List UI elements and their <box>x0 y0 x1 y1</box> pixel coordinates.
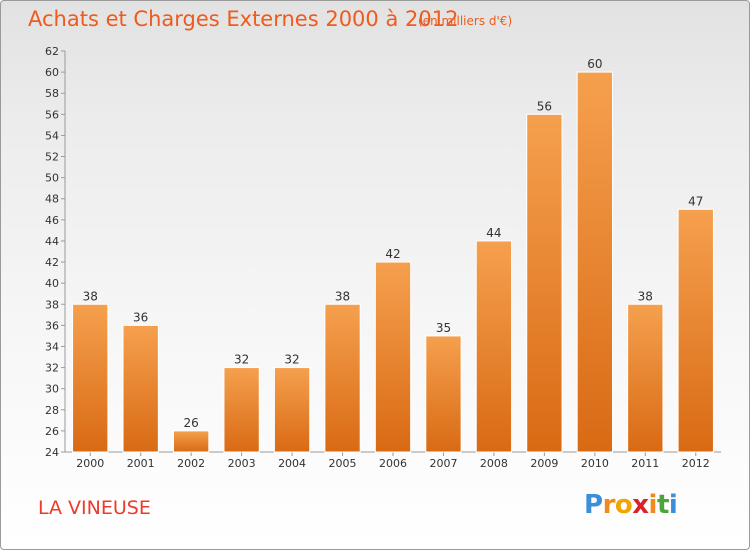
logo-letter: x <box>632 490 649 520</box>
y-tick-label: 60 <box>45 66 59 79</box>
data-labels: 38 36 26 32 32 38 42 35 44 56 60 38 47 <box>83 57 704 430</box>
y-tick-label: 42 <box>45 256 59 269</box>
data-label-2002: 26 <box>184 416 199 430</box>
commune-name: LA VINEUSE <box>38 497 151 519</box>
y-tick-label: 24 <box>45 446 59 459</box>
y-tick-label: 36 <box>45 319 59 332</box>
x-tick-label: 2004 <box>278 457 306 470</box>
x-tick-label: 2007 <box>429 457 457 470</box>
x-tick-label: 2012 <box>682 457 710 470</box>
bar-2003 <box>223 367 260 453</box>
data-label-2006: 42 <box>385 247 400 261</box>
x-tick-label: 2008 <box>480 457 508 470</box>
y-tick-label: 62 <box>45 45 59 58</box>
bars <box>72 71 714 453</box>
bar-2001 <box>122 324 159 453</box>
chart-title: Achats et Charges Externes 2000 à 2012 <box>28 7 459 31</box>
y-axis: 24 26 28 30 32 34 36 38 40 42 44 46 48 50 52 54 56 58 60 62 <box>45 45 66 459</box>
y-tick-label: 32 <box>45 362 59 375</box>
x-tick-label: 2002 <box>177 457 205 470</box>
y-tick-label: 30 <box>45 383 59 396</box>
bar-2009 <box>526 113 563 453</box>
x-tick-label: 2011 <box>631 457 659 470</box>
bar-2006 <box>374 261 412 453</box>
y-tick-label: 46 <box>45 214 59 227</box>
y-tick-label: 26 <box>45 425 59 438</box>
y-tick-label: 56 <box>45 108 59 121</box>
y-tick-label: 54 <box>45 129 59 142</box>
y-tick-label: 44 <box>45 235 59 248</box>
logo-letter: i <box>648 490 658 520</box>
data-label-2012: 47 <box>688 194 703 208</box>
x-tick-label: 2003 <box>228 457 256 470</box>
bar-2012 <box>677 208 714 453</box>
logo-letter: i <box>668 490 678 520</box>
x-tick-label: 2000 <box>76 457 104 470</box>
bar-2007 <box>425 335 462 453</box>
logo-letter: o <box>614 490 633 520</box>
y-tick-label: 38 <box>45 298 59 311</box>
y-tick-label: 40 <box>45 277 59 290</box>
y-tick-label: 52 <box>45 151 59 164</box>
x-tick-label: 2010 <box>581 457 609 470</box>
bar-2004 <box>273 367 311 453</box>
logo-letter: r <box>602 490 616 520</box>
data-label-2007: 35 <box>436 321 451 335</box>
logo-letter: t <box>656 490 669 520</box>
data-label-2003: 32 <box>234 353 249 367</box>
y-tick-label: 48 <box>45 193 59 206</box>
data-label-2010: 60 <box>587 57 602 71</box>
data-label-2000: 38 <box>83 289 98 303</box>
x-tick-label: 2005 <box>329 457 357 470</box>
y-tick-label: 28 <box>45 404 59 417</box>
proxiti-logo: Proxiti <box>584 490 678 520</box>
y-tick-label: 50 <box>45 172 59 185</box>
data-label-2001: 36 <box>133 310 148 324</box>
x-tick-label: 2001 <box>127 457 155 470</box>
y-tick-label: 34 <box>45 340 59 353</box>
data-label-2004: 32 <box>284 353 299 367</box>
data-label-2008: 44 <box>486 226 501 240</box>
x-axis: 2000 2001 2002 2003 2004 2005 2006 2007 2008 2009… <box>65 451 721 470</box>
bar-2002 <box>172 430 210 453</box>
x-tick-label: 2006 <box>379 457 407 470</box>
y-tick-label: 58 <box>45 87 59 100</box>
logo-letter: P <box>584 490 603 520</box>
data-label-2005: 38 <box>335 289 350 303</box>
data-label-2009: 56 <box>537 99 552 113</box>
bar-2010 <box>576 71 614 453</box>
bar-2008 <box>475 240 513 453</box>
bar-2005 <box>324 303 361 453</box>
chart-unit-label: (en milliers d'€) <box>418 14 513 28</box>
data-label-2011: 38 <box>638 289 653 303</box>
x-tick-label: 2009 <box>530 457 558 470</box>
bar-2011 <box>627 303 664 453</box>
bar-2000 <box>72 303 109 453</box>
